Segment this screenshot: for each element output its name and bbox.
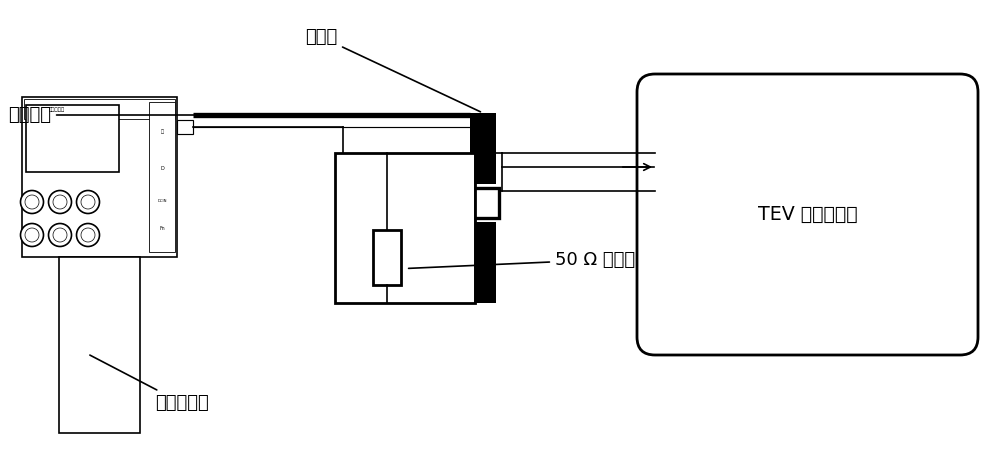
Circle shape [76, 224, 100, 247]
Text: TEV 检测仪主机: TEV 检测仪主机 [758, 205, 857, 224]
Text: 脉冲发生器: 脉冲发生器 [90, 355, 209, 412]
Bar [467, 188, 499, 218]
Circle shape [48, 190, 72, 213]
Bar [26, 105, 119, 172]
Text: 金属板: 金属板 [305, 28, 480, 112]
Text: 信: 信 [160, 130, 164, 134]
Bar [22, 97, 177, 257]
Bar [373, 230, 401, 285]
Text: Fn: Fn [159, 226, 165, 231]
Circle shape [25, 228, 39, 242]
Circle shape [76, 190, 100, 213]
FancyBboxPatch shape [637, 74, 978, 355]
Text: 脉冲发生器: 脉冲发生器 [49, 106, 65, 112]
Bar [59, 257, 140, 433]
Circle shape [25, 195, 39, 209]
Bar [335, 153, 475, 303]
Bar [177, 120, 193, 134]
Circle shape [48, 224, 72, 247]
Text: D: D [160, 167, 164, 171]
Circle shape [53, 228, 67, 242]
Bar [149, 102, 175, 252]
Circle shape [53, 195, 67, 209]
Text: 50 Ω 匹配头: 50 Ω 匹配头 [409, 251, 635, 269]
Circle shape [81, 195, 95, 209]
Bar [470, 184, 496, 222]
Circle shape [81, 228, 95, 242]
Text: 同轴电缆: 同轴电缆 [8, 106, 237, 124]
Text: DCIN: DCIN [157, 199, 167, 203]
Bar [24, 99, 175, 119]
Circle shape [20, 224, 44, 247]
Circle shape [20, 190, 44, 213]
Bar [470, 113, 496, 303]
